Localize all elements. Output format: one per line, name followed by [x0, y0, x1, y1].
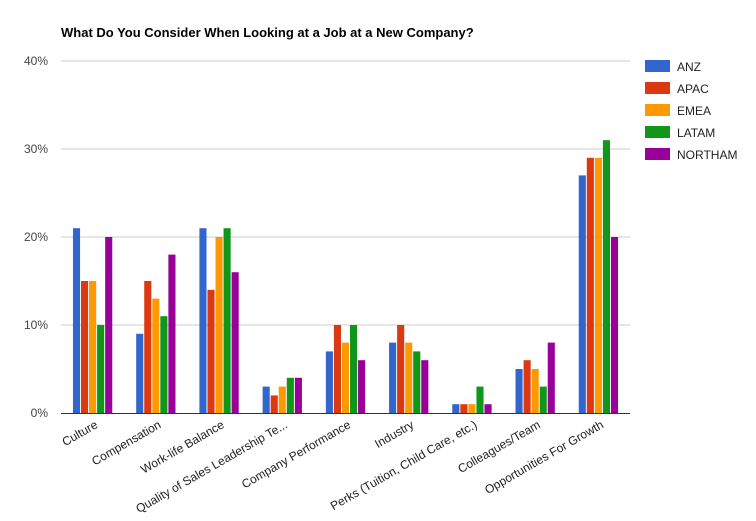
- bar-anz-2: [136, 333, 144, 413]
- bar-northam-8: [547, 342, 555, 413]
- bar-emea-5: [341, 342, 350, 413]
- bar-emea-3: [215, 237, 223, 413]
- bar-emea-1: [89, 281, 97, 413]
- bar-anz-5: [325, 351, 333, 413]
- legend-swatch-northam: [645, 148, 670, 160]
- bar-anz-7: [452, 404, 460, 413]
- y-tick-label: 20%: [24, 230, 48, 244]
- bar-anz-6: [389, 342, 397, 413]
- legend-swatch-latam: [645, 126, 670, 138]
- bar-emea-7: [468, 404, 476, 413]
- bar-latam-9: [602, 140, 610, 413]
- bar-apac-7: [460, 404, 468, 413]
- bar-northam-2: [168, 254, 176, 413]
- bar-latam-7: [476, 386, 484, 413]
- bar-northam-6: [421, 360, 429, 413]
- bar-anz-4: [262, 386, 270, 413]
- x-category-label: Industry: [372, 417, 416, 450]
- bar-latam-8: [539, 386, 547, 413]
- bar-emea-2: [152, 298, 160, 413]
- legend-label-anz: ANZ: [677, 60, 701, 74]
- legend-label-emea: EMEA: [677, 104, 711, 118]
- bar-latam-6: [413, 351, 421, 413]
- bar-emea-9: [594, 157, 602, 413]
- bar-apac-1: [81, 281, 89, 413]
- bar-anz-1: [72, 228, 81, 413]
- legend-swatch-apac: [645, 82, 670, 94]
- y-tick-label: 0%: [31, 406, 49, 420]
- y-tick-label: 40%: [24, 54, 48, 68]
- legend-label-latam: LATAM: [677, 126, 715, 140]
- legend-label-northam: NORTHAM: [677, 148, 737, 162]
- bar-emea-4: [278, 386, 286, 413]
- bar-anz-3: [199, 228, 207, 413]
- bar-apac-5: [333, 325, 341, 413]
- x-category-label: Opportunities For Growth: [482, 417, 606, 496]
- legend-swatch-emea: [645, 104, 670, 116]
- y-axis-ticks: 0% 10% 20% 30% 40%: [24, 54, 48, 420]
- bar-emea-6: [405, 342, 413, 413]
- x-category-label: Culture: [60, 417, 101, 449]
- bar-northam-4: [294, 377, 302, 413]
- bar-apac-3: [207, 289, 215, 413]
- bar-anz-8: [515, 369, 523, 413]
- y-tick-label: 10%: [24, 318, 48, 332]
- bar-northam-3: [231, 272, 239, 413]
- bar-latam-1: [97, 325, 105, 413]
- bar-northam-9: [610, 237, 619, 413]
- x-category-label: Company Performance: [239, 417, 353, 491]
- legend-label-apac: APAC: [677, 82, 709, 96]
- legend: ANZ APAC EMEA LATAM NORTHAM: [645, 60, 737, 162]
- bar-latam-3: [223, 228, 231, 413]
- bar-northam-5: [358, 360, 366, 413]
- bar-latam-4: [286, 377, 294, 413]
- bar-anz-9: [578, 175, 586, 413]
- bar-apac-2: [144, 281, 152, 413]
- y-tick-label: 30%: [24, 142, 48, 156]
- bar-latam-2: [160, 316, 168, 413]
- bar-emea-8: [531, 369, 539, 413]
- bar-apac-6: [397, 325, 405, 413]
- bar-apac-4: [270, 395, 278, 413]
- bars: [72, 140, 619, 413]
- bar-apac-9: [586, 157, 594, 413]
- bar-apac-8: [523, 360, 531, 413]
- bar-northam-7: [484, 404, 492, 413]
- bar-northam-1: [105, 237, 113, 413]
- bar-latam-5: [350, 325, 358, 413]
- gridlines: [61, 60, 630, 326]
- legend-swatch-anz: [645, 60, 670, 72]
- chart-title: What Do You Consider When Looking at a J…: [61, 25, 474, 40]
